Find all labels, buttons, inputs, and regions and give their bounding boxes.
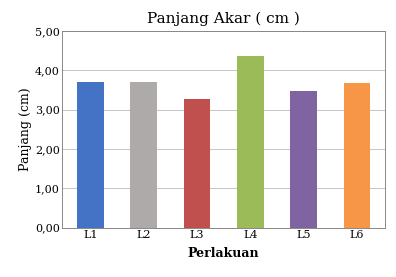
Bar — [77, 82, 104, 228]
Bar — [290, 91, 317, 228]
Bar — [184, 99, 210, 228]
Bar — [237, 56, 264, 228]
Bar — [130, 82, 157, 228]
Y-axis label: Panjang (cm): Panjang (cm) — [19, 88, 32, 171]
X-axis label: Perlakuan: Perlakuan — [188, 247, 259, 260]
Title: Panjang Akar ( cm ): Panjang Akar ( cm ) — [147, 11, 300, 25]
Bar — [344, 83, 370, 228]
